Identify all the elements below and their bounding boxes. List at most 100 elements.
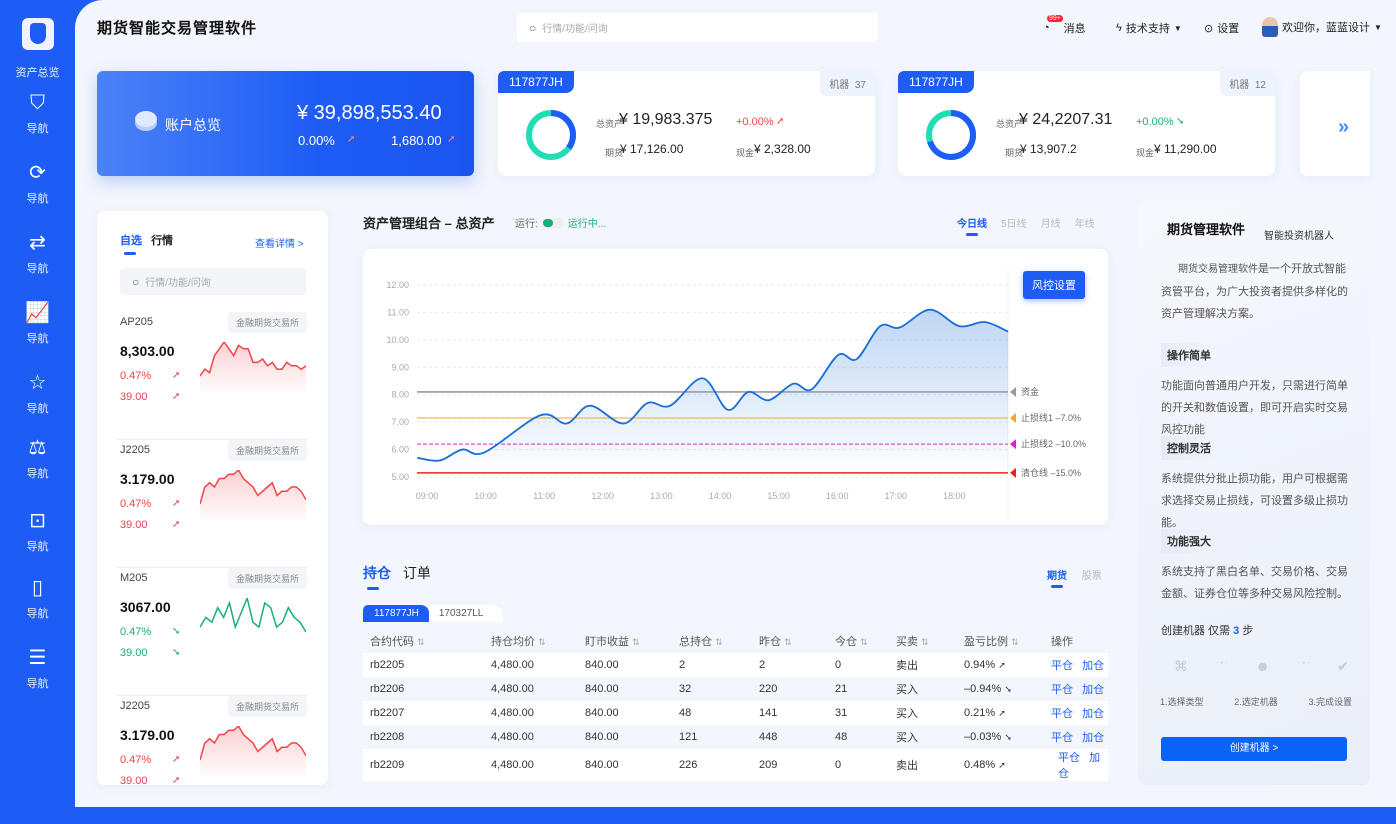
tab-futures[interactable]: 期货 [1047, 571, 1067, 582]
account-tab-117877JH[interactable]: 117877JH [363, 605, 429, 622]
account-overview-card[interactable]: 账户总览 ¥ 39,898,553.40 0.00% ➚ 1,680.00 ➚ [97, 71, 474, 176]
watchlist-search-input[interactable]: ○ 行情/功能/问询 [120, 268, 306, 295]
period-tab-0[interactable]: 今日线 [957, 215, 987, 236]
add-position-button[interactable]: 加仓 [1082, 708, 1105, 720]
risk-settings-button[interactable]: 风控设置 [1023, 271, 1085, 299]
user-menu[interactable]: 欢迎你，蓝蓝设计 ▼ [1262, 17, 1382, 37]
settings-button[interactable]: ⊙ 设置 [1204, 22, 1240, 36]
sidebar-item-6[interactable]: ⚖ 导航 [0, 437, 75, 481]
table-row[interactable]: rb2207 4,480.00 840.00 48 141 31 买入 0.21% ➚ 平仓 加… [363, 701, 1108, 725]
arrow-up-icon: ➚ [447, 134, 456, 145]
tab-watchlist[interactable]: 自选 [120, 235, 142, 247]
step-2: 2.选定机器 [1234, 697, 1278, 707]
add-position-button[interactable]: 加仓 [1058, 752, 1101, 780]
account-tab-170327LL[interactable]: 170327LL [428, 605, 504, 622]
tab-market[interactable]: 行情 [151, 235, 174, 247]
close-position-button[interactable]: 平仓 [1051, 660, 1073, 672]
table-row[interactable]: rb2209 4,480.00 840.00 226 209 0 卖出 0.48% ➚ 平仓 加… [363, 749, 1108, 781]
close-position-button[interactable]: 平仓 [1051, 732, 1073, 744]
sparkline [200, 726, 306, 780]
cell-total: 48 [679, 707, 692, 719]
add-position-button[interactable]: 加仓 [1082, 660, 1105, 672]
arrow-up-icon: ➚ [172, 370, 181, 381]
sidebar-item-7[interactable]: ⊡ 导航 [0, 510, 75, 554]
column-header[interactable]: 买卖 ⇅ [896, 636, 929, 648]
close-position-button[interactable]: 平仓 [1051, 684, 1073, 696]
sidebar-item-3[interactable]: ⇄ 导航 [0, 232, 75, 276]
app-logo[interactable] [22, 18, 54, 50]
cell-total: 226 [679, 759, 698, 771]
watchlist-item[interactable]: J2205 金融期货交易所 3.179.00 0.47% ➚ 39.00 ➚ [117, 440, 307, 568]
table-row[interactable]: rb2205 4,480.00 840.00 2 2 0 卖出 0.94% ➚ 平仓 加仓 [363, 653, 1108, 677]
period-tab-2[interactable]: 月线 [1040, 219, 1061, 230]
column-header[interactable]: 今仓 ⇅ [835, 636, 868, 648]
sub-account-card[interactable]: 117877JH 机器 37 总资产 ¥ 19,983.375 +0.00% ➚… [498, 71, 875, 176]
column-header[interactable]: 昨仓 ⇅ [759, 636, 792, 648]
threshold-marker-icon [1010, 386, 1016, 397]
account-total: ¥ 39,898,553.40 [297, 102, 442, 124]
watchlist-item[interactable]: AP205 金融期货交易所 8,303.00 0.47% ➚ 39.00 ➚ [117, 312, 307, 440]
cell-yest: 209 [759, 759, 778, 771]
messages-button[interactable]: ◔ 99+ 消息 [1043, 15, 1086, 35]
sidebar-item-1[interactable]: ⛉ 导航 [0, 92, 75, 136]
contract-price: 3.179.00 [120, 727, 175, 743]
step-3: 3.完成设置 [1308, 697, 1352, 707]
sub-account-card[interactable]: 117877JH 机器 12 总资产 ¥ 24,2207.31 +0.00% ➘… [898, 71, 1275, 176]
lightning-icon: ϟ [1116, 22, 1122, 34]
sidebar-item-4[interactable]: 📈 导航 [0, 302, 75, 346]
table-row[interactable]: rb2208 4,480.00 840.00 121 448 48 买入 –0.03% ➘ 平仓… [363, 725, 1108, 749]
sidebar-item-asset-overview[interactable]: 资产总览 [15, 67, 60, 79]
cell-pnl: 840.00 [585, 707, 619, 719]
cell-avg: 4,480.00 [491, 683, 534, 695]
tab-stocks[interactable]: 股票 [1081, 571, 1102, 582]
view-details-link[interactable]: 查看详情 > [255, 239, 304, 250]
contract-code: AP205 [120, 316, 154, 328]
table-header-row: 合约代码 ⇅ 持仓均价 ⇅ 盯市收益 ⇅ 总持仓 ⇅ 昨仓 ⇅ 今仓 ⇅ 买卖 ⇅ 盈亏比例 … [363, 629, 1108, 653]
cell-code: rb2209 [370, 759, 405, 771]
watchlist-item[interactable]: M205 金融期货交易所 3067.00 0.47% ➘ 39.00 ➘ [117, 568, 307, 696]
close-position-button[interactable]: 平仓 [1051, 708, 1073, 720]
run-toggle[interactable] [541, 217, 564, 228]
column-header[interactable]: 操作 [1051, 636, 1073, 648]
period-tab-1[interactable]: 5日线 [1001, 219, 1027, 230]
sidebar-item-5[interactable]: ☆ 导航 [0, 372, 75, 416]
tech-support-dropdown[interactable]: ϟ 技术支持 ▼ [1116, 22, 1182, 35]
check-circle-icon: ✔ [1337, 658, 1349, 674]
sidebar-item-9[interactable]: ☰ 导航 [0, 647, 75, 691]
cell-code: rb2208 [370, 731, 405, 743]
column-header[interactable]: 盯市收益 ⇅ [585, 636, 640, 648]
sidebar-item-2[interactable]: ⟳ 导航 [0, 162, 75, 206]
period-tab-3[interactable]: 年线 [1074, 219, 1095, 230]
column-header[interactable]: 盈亏比例 ⇅ [964, 636, 1019, 648]
chevron-right-icon[interactable]: » [1338, 116, 1350, 138]
watchlist-item[interactable]: J2205 金融期货交易所 3.179.00 0.47% ➚ 39.00 ➚ [117, 696, 307, 824]
global-search-input[interactable]: ○ 行情/功能/问询 [517, 13, 878, 42]
close-position-button[interactable]: 平仓 [1058, 752, 1080, 764]
tab-orders[interactable]: 订单 [402, 565, 431, 581]
futures-value: ¥ 17,126.00 [620, 142, 684, 156]
add-position-button[interactable]: 加仓 [1082, 684, 1105, 696]
column-header[interactable]: 合约代码 ⇅ [370, 636, 425, 648]
column-header[interactable]: 持仓均价 ⇅ [491, 636, 546, 648]
tab-positions[interactable]: 持仓 [363, 565, 391, 581]
arrow-up-icon: ➚ [998, 708, 1006, 718]
cell-yest: 220 [759, 683, 778, 695]
futures-value: ¥ 13,907.2 [1020, 142, 1077, 156]
y-tick-label: 8.00 [391, 390, 409, 400]
robot-icon: ⊡ [29, 510, 46, 532]
cell-actions: 平仓 加仓 [1044, 749, 1108, 781]
sub-account-total: ¥ 24,2207.31 [1019, 111, 1113, 128]
exchange-badge: 金融期货交易所 [227, 568, 307, 589]
sidebar-item-8[interactable]: ▯ 导航 [0, 577, 75, 621]
run-status: 运行中... [567, 219, 607, 230]
sparkline [200, 470, 306, 524]
column-header[interactable]: 总持仓 ⇅ [679, 636, 723, 648]
gavel-icon: ⚖ [28, 437, 47, 459]
cell-code: rb2206 [370, 683, 405, 695]
add-position-button[interactable]: 加仓 [1082, 732, 1105, 744]
threshold-marker-icon [1010, 439, 1016, 450]
steps-heading: 创建机器 仅需 3 步 [1161, 625, 1254, 637]
table-row[interactable]: rb2206 4,480.00 840.00 32 220 21 买入 –0.94% ➘ 平仓 … [363, 677, 1108, 701]
create-robot-button[interactable]: 创建机器 > [1161, 737, 1347, 761]
donut-segment [926, 110, 976, 160]
